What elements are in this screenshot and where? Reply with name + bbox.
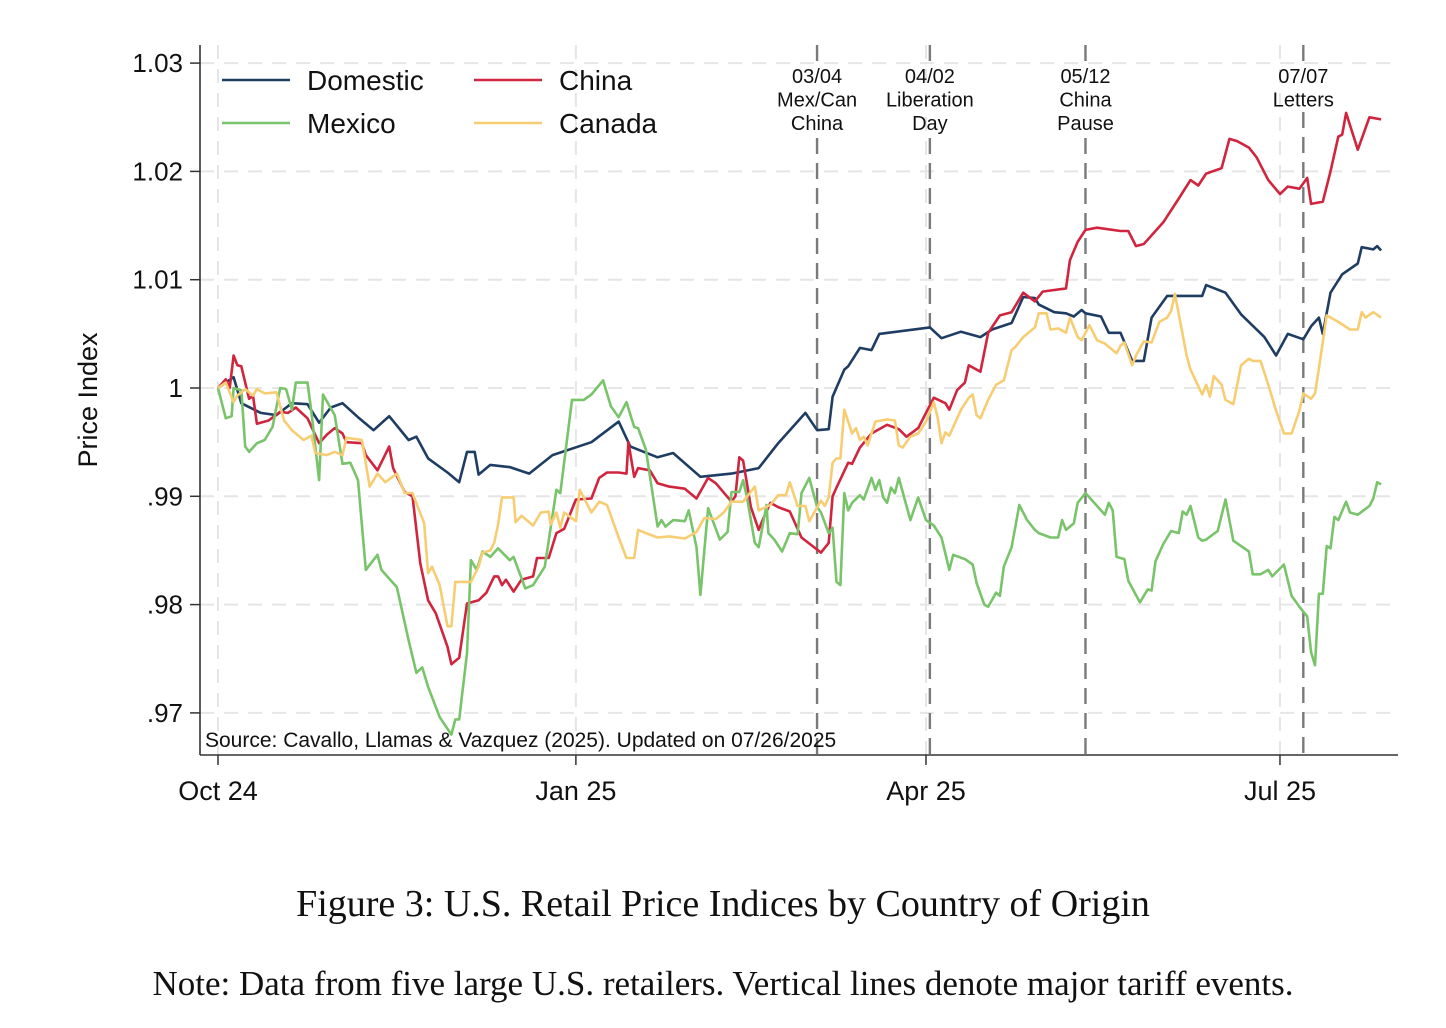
y-tick-label: .98 <box>147 590 183 620</box>
event-label: 05/12 <box>1060 66 1110 88</box>
y-tick-label: .97 <box>147 698 183 728</box>
event-label: 04/02 <box>905 66 955 88</box>
series-lines <box>216 111 1383 736</box>
event-label: 07/07 <box>1278 66 1328 88</box>
series-line-domestic <box>217 244 1383 484</box>
series-line-china <box>217 111 1382 666</box>
event-lines: 03/04Mex/CanChina04/02LiberationDay05/12… <box>777 45 1334 755</box>
event-label: Mex/Can <box>777 90 857 112</box>
x-tick-label: Apr 25 <box>886 776 966 806</box>
event-label: Pause <box>1057 113 1114 135</box>
y-tick-label: 1.01 <box>132 265 183 295</box>
y-tick-label: .99 <box>147 481 183 511</box>
legend: Domestic China Mexico Canada <box>222 65 658 139</box>
series-line-mexico <box>216 379 1382 736</box>
x-tick-label: Jan 25 <box>535 776 616 806</box>
event-label: China <box>1059 90 1112 112</box>
legend-label: Canada <box>559 108 658 139</box>
event-label: Liberation <box>886 90 974 112</box>
legend-label: China <box>559 65 633 96</box>
series-line-canada <box>217 292 1382 628</box>
legend-label: Domestic <box>307 65 424 96</box>
figure-title: Figure 3: U.S. Retail Price Indices by C… <box>296 883 1150 925</box>
y-tick-label: 1.02 <box>132 156 183 186</box>
event-label: China <box>791 113 844 135</box>
event-label: 03/04 <box>792 66 842 88</box>
x-tick-label: Oct 24 <box>178 776 258 806</box>
figure-note: Note: Data from five large U.S. retailer… <box>152 964 1294 1003</box>
y-axis-label: Price Index <box>73 332 103 468</box>
x-tick-label: Jul 25 <box>1244 776 1316 806</box>
source-annotation: Source: Cavallo, Llamas & Vazquez (2025)… <box>205 729 836 752</box>
event-label: Day <box>912 113 948 135</box>
gridlines <box>200 45 1398 755</box>
event-label: Letters <box>1273 90 1334 112</box>
axes: 1.03 1.02 1.01 1 .99 .98 .97 Oct 24 Jan 25 Apr 25… <box>132 45 1398 806</box>
y-tick-label: 1 <box>169 373 183 403</box>
legend-label: Mexico <box>307 108 396 139</box>
y-tick-label: 1.03 <box>132 48 183 78</box>
